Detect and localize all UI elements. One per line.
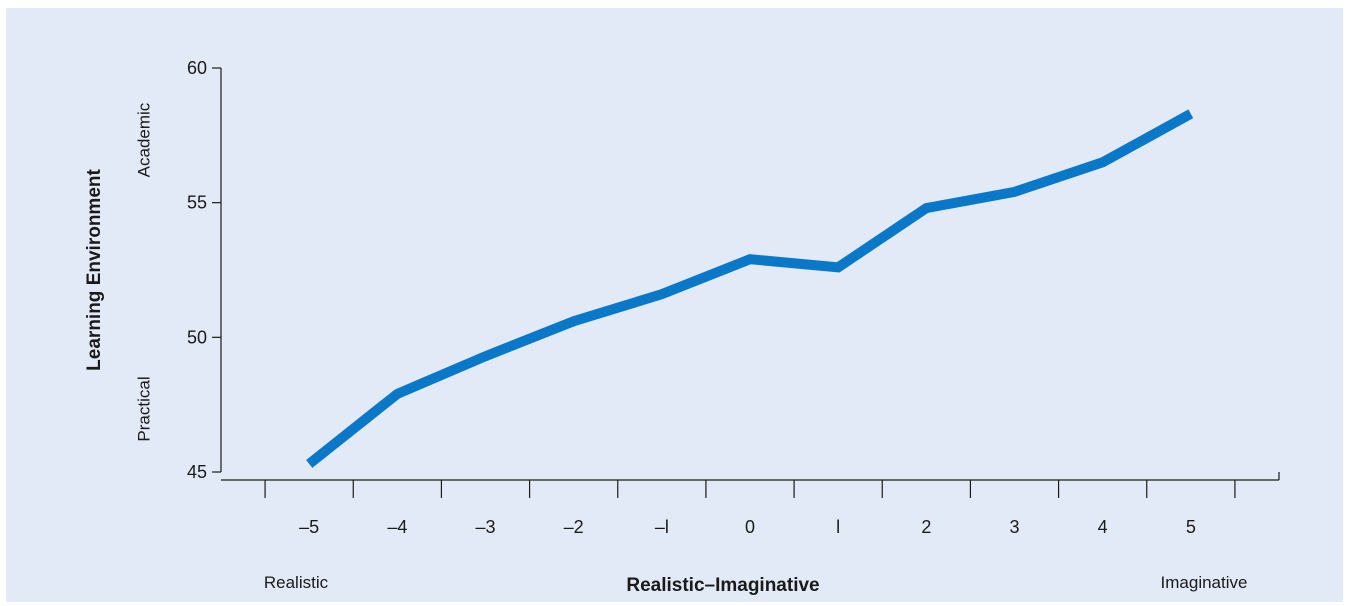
x-tick-label: –3 [475, 517, 495, 537]
x-axis-high-end-label: Imaginative [1161, 573, 1248, 592]
y-axis-high-end-label: Academic [134, 102, 153, 177]
y-axis-low-end-label: Practical [134, 376, 153, 441]
x-tick-label: –4 [387, 517, 407, 537]
chart-panel: 45 50 55 60 –5 –4 –3 –2 –l 0 l 2 3 4 5 Realistic Imagi… [6, 8, 1343, 602]
x-tick-label: –l [655, 517, 669, 537]
y-tick-label: 50 [187, 327, 207, 347]
x-tick-label: 5 [1186, 517, 1196, 537]
series-layer [306, 109, 1194, 468]
x-tick-label: –2 [564, 517, 584, 537]
y-tick-label: 60 [187, 58, 207, 78]
x-tick-label: 3 [1009, 517, 1019, 537]
x-tick-label: –5 [299, 517, 319, 537]
x-tick-label: 4 [1098, 517, 1108, 537]
x-axis-title: Realistic–Imaginative [626, 575, 819, 596]
x-tick-label: 2 [921, 517, 931, 537]
y-tick-label: 45 [187, 462, 207, 482]
x-tick-label: l [836, 517, 840, 537]
y-axis-title: Learning Environment [84, 169, 105, 371]
x-tick-label: 0 [745, 517, 755, 537]
y-tick-label: 55 [187, 193, 207, 213]
axes [220, 68, 1279, 481]
x-axis-low-end-label: Realistic [264, 573, 329, 592]
series-line [306, 109, 1194, 468]
